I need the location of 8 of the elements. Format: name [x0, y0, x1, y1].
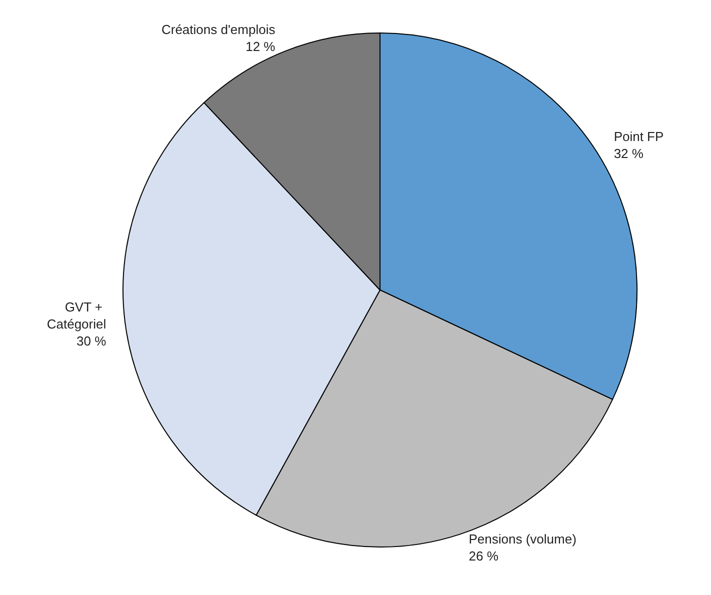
- slice-label: GVT + Catégoriel: [46, 299, 106, 332]
- slice-label: Pensions (volume): [468, 532, 576, 547]
- slice-label: Créations d'emplois: [161, 22, 276, 38]
- data-label: 32 %: [614, 146, 644, 161]
- data-label: 30 %: [76, 333, 107, 348]
- data-label: 12 %: [246, 39, 276, 54]
- data-label: 26 %: [468, 548, 499, 564]
- slice-label: Point FP: [614, 128, 664, 144]
